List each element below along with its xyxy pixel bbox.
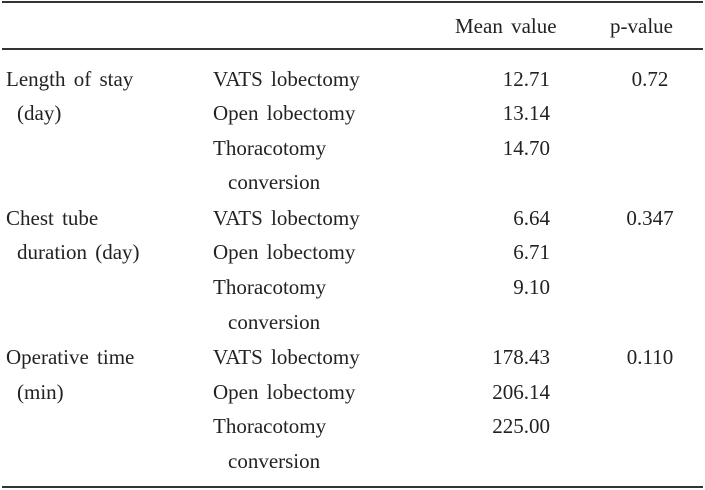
group-label-line: (min) <box>17 380 64 404</box>
p-value-cell: 0.347 <box>626 206 674 230</box>
header-p-value: p-value <box>610 14 673 38</box>
group-label-line: Chest tube <box>6 206 99 230</box>
procedure-label: Open lobectomy <box>213 240 356 264</box>
header-rule <box>2 48 703 50</box>
procedure-label-continued: conversion <box>228 310 321 334</box>
procedure-label: Thoracotomy <box>213 275 327 299</box>
procedure-label: VATS lobectomy <box>213 67 360 91</box>
mean-value-cell: 14.70 <box>502 136 550 160</box>
p-value-cell: 0.72 <box>631 67 669 91</box>
table-bottom-rule <box>2 486 703 488</box>
mean-value-cell: 206.14 <box>492 380 550 404</box>
procedure-label: Open lobectomy <box>213 380 356 404</box>
group-label-line: Length of stay <box>6 67 134 91</box>
procedure-label: Open lobectomy <box>213 101 356 125</box>
mean-value-cell: 12.71 <box>502 67 550 91</box>
group-label-line: (day) <box>17 101 62 125</box>
mean-value-cell: 6.64 <box>513 206 550 230</box>
p-value-cell: 0.110 <box>626 345 674 369</box>
procedure-label-continued: conversion <box>228 170 321 194</box>
group-label-line: Operative time <box>6 345 135 369</box>
table-top-rule <box>2 1 703 3</box>
group-label-line: duration (day) <box>17 240 140 264</box>
mean-value-cell: 9.10 <box>513 275 550 299</box>
mean-value-cell: 178.43 <box>492 345 550 369</box>
procedure-label: Thoracotomy <box>213 136 327 160</box>
mean-value-cell: 225.00 <box>492 414 550 438</box>
procedure-label: Thoracotomy <box>213 414 327 438</box>
procedure-label: VATS lobectomy <box>213 206 360 230</box>
mean-value-cell: 6.71 <box>513 240 550 264</box>
header-mean-value: Mean value <box>455 14 557 38</box>
procedure-label-continued: conversion <box>228 449 321 473</box>
mean-value-cell: 13.14 <box>502 101 550 125</box>
procedure-label: VATS lobectomy <box>213 345 360 369</box>
